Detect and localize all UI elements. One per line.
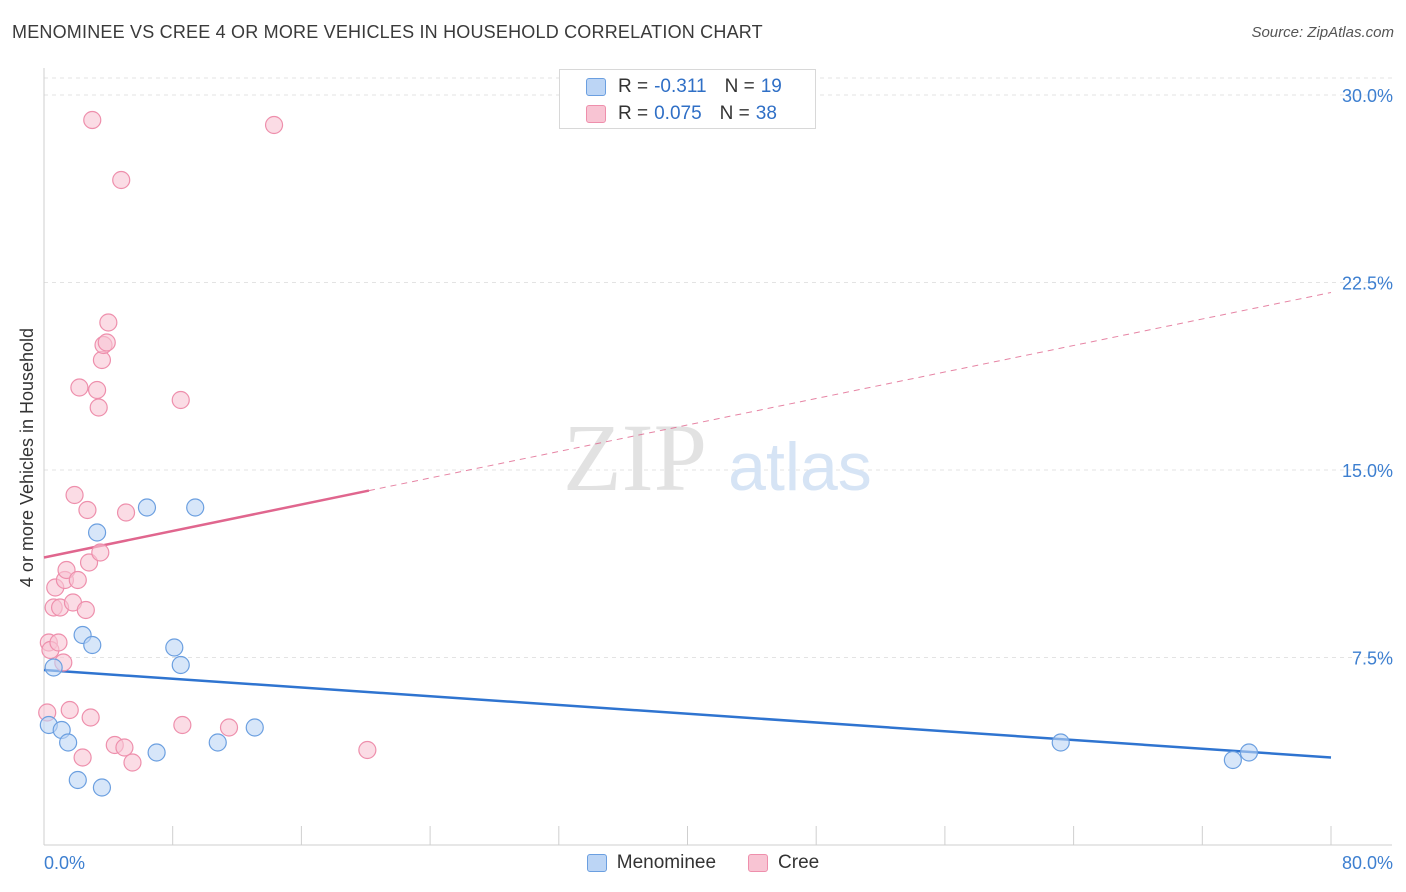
y-tick-label: 30.0%: [1342, 86, 1393, 106]
point-menominee: [245, 718, 264, 737]
point-cree: [60, 700, 79, 720]
r-value: 0.075: [654, 103, 702, 124]
point-menominee: [208, 733, 227, 752]
point-cree: [115, 738, 134, 757]
point-cree: [68, 570, 87, 590]
point-cree: [87, 380, 107, 400]
r-label: R =: [618, 76, 649, 97]
y-tick-label: 22.5%: [1342, 274, 1393, 294]
legend-item-cree[interactable]: Cree: [748, 852, 819, 874]
point-menominee: [87, 523, 107, 542]
trend-line-menominee: [43, 668, 1332, 759]
n-value: 19: [760, 76, 782, 97]
r-label: R =: [618, 103, 649, 124]
watermark-atlas: atlas: [728, 429, 872, 505]
point-cree: [171, 390, 190, 410]
gridlines: [44, 77, 1392, 658]
trend-line-cree-extension: [368, 292, 1332, 492]
point-menominee: [165, 638, 184, 657]
stats-legend: R = -0.311 N = 19 R = 0.075 N = 38: [559, 69, 816, 129]
point-cree: [173, 715, 192, 735]
point-cree: [116, 503, 136, 522]
n-label: N =: [724, 76, 755, 97]
r-value: -0.311: [654, 76, 707, 97]
x-tick-label: 0.0%: [44, 853, 85, 873]
point-menominee: [137, 498, 157, 517]
point-cree: [81, 708, 100, 727]
point-cree: [78, 500, 97, 520]
point-cree: [91, 543, 110, 562]
y-tick-label: 7.5%: [1352, 649, 1393, 669]
point-menominee: [1223, 750, 1242, 770]
point-menominee: [68, 770, 87, 790]
stats-row-cree: R = 0.075 N = 38: [586, 101, 777, 127]
menominee-swatch: [586, 854, 607, 872]
point-cree: [219, 718, 239, 737]
point-cree: [112, 170, 131, 190]
point-cree: [358, 740, 377, 760]
data-points: [38, 110, 1259, 797]
point-cree: [73, 748, 92, 767]
point-menominee: [92, 778, 112, 797]
point-menominee: [147, 743, 166, 762]
point-cree: [70, 378, 89, 397]
menominee-swatch: [586, 78, 606, 96]
axis-labels: 7.5% 15.0% 22.5% 30.0% 0.0% 80.0% 4 or more Ve…: [17, 86, 1393, 873]
point-cree: [89, 398, 108, 417]
point-menominee: [44, 658, 63, 677]
legend-label: Cree: [778, 852, 820, 873]
watermark: ZIP atlas: [563, 404, 872, 511]
n-label: N =: [719, 103, 750, 124]
point-cree: [49, 633, 68, 652]
point-cree: [83, 110, 102, 130]
point-cree: [76, 600, 95, 620]
legend-label: Menominee: [616, 852, 717, 873]
cree-swatch: [748, 854, 769, 872]
point-menominee: [1051, 733, 1070, 752]
point-menominee: [171, 655, 190, 675]
series-legend: Menominee Cree: [0, 852, 1406, 874]
point-cree: [97, 333, 116, 352]
stats-row-menominee: R = -0.311 N = 19: [586, 74, 782, 100]
point-cree: [99, 313, 118, 332]
chart-title: MENOMINEE VS CREE 4 OR MORE VEHICLES IN …: [12, 22, 763, 42]
point-menominee: [59, 733, 78, 752]
legend-item-menominee[interactable]: Menominee: [586, 852, 717, 874]
y-tick-label: 15.0%: [1342, 461, 1393, 481]
n-value: 38: [755, 103, 777, 124]
source-label: Source: ZipAtlas.com: [1251, 24, 1394, 41]
point-cree: [65, 485, 84, 505]
point-menominee: [83, 635, 102, 655]
watermark-zip: ZIP: [563, 404, 707, 511]
point-menominee: [1239, 743, 1259, 762]
point-cree: [92, 350, 112, 370]
x-tick-label: 80.0%: [1342, 853, 1393, 873]
trend-lines: [43, 292, 1332, 759]
point-cree: [264, 115, 284, 135]
y-axis-label: 4 or more Vehicles in Household: [17, 328, 37, 587]
cree-swatch: [586, 105, 606, 123]
point-cree: [123, 753, 142, 772]
point-menominee: [186, 498, 205, 517]
